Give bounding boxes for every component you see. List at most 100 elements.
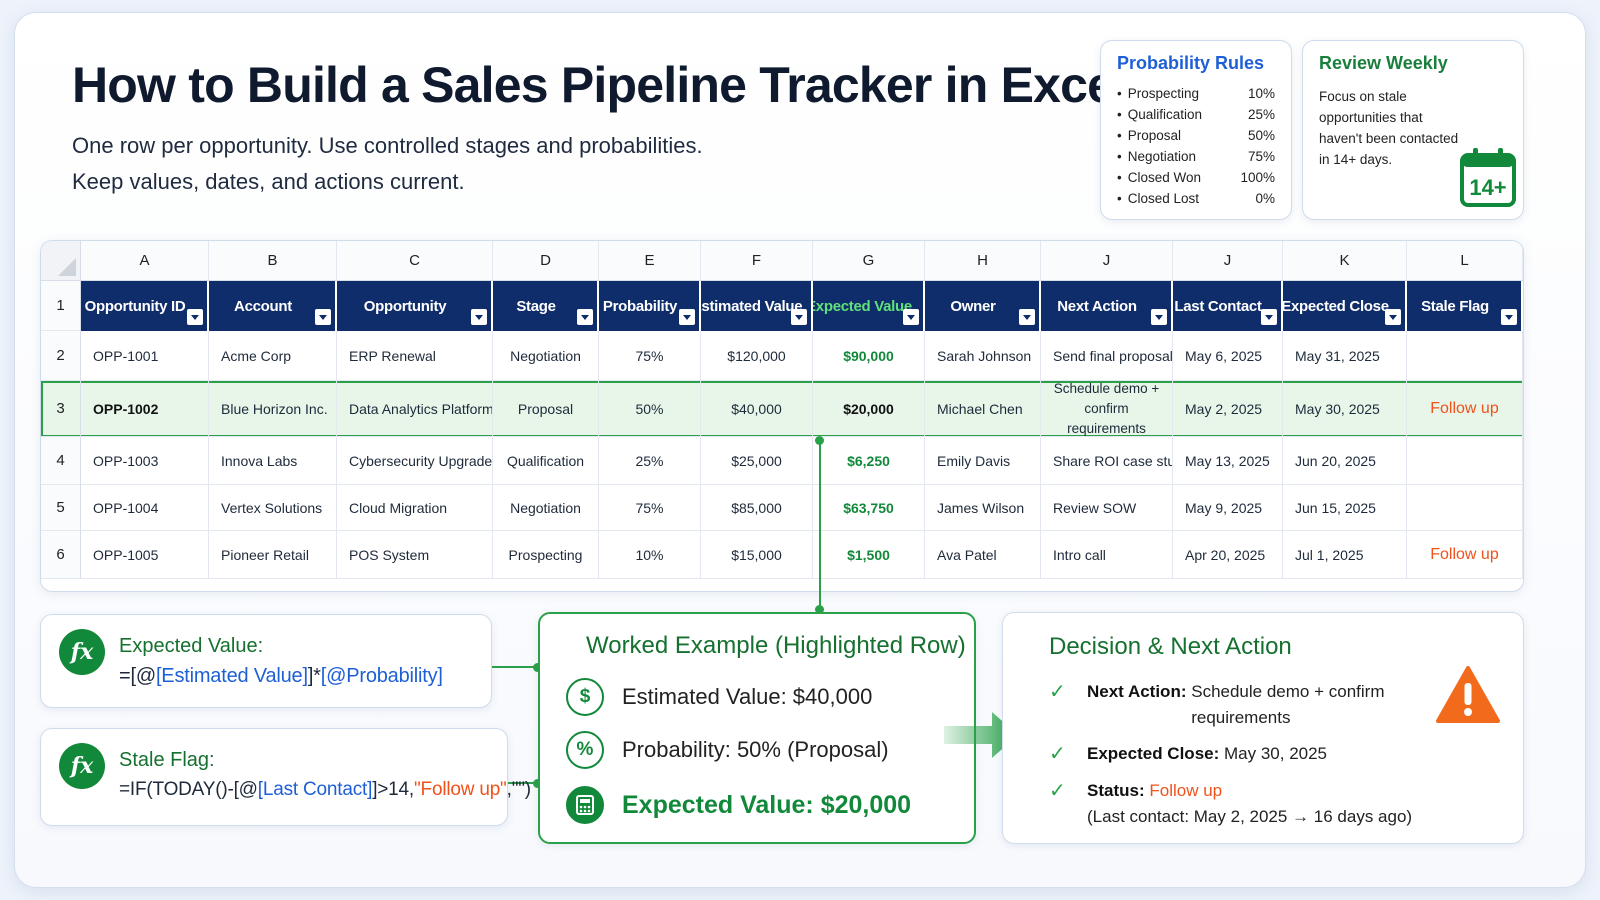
cell-stage[interactable]: Negotiation [493,485,599,531]
decision-status: ✓ Status: Follow up (Last contact: May 2,… [1049,780,1413,826]
cell-last-contact[interactable]: May 13, 2025 [1173,437,1283,485]
cell-expected-close[interactable]: May 30, 2025 [1283,381,1407,437]
column-letter[interactable]: G [813,241,925,281]
cell-expected-value[interactable]: $63,750 [813,485,925,531]
cell-opportunity-id[interactable]: OPP-1001 [81,331,209,381]
cell-estimated-value[interactable]: $25,000 [701,437,813,485]
header-expected-close: Expected Close [1283,281,1407,331]
cell-estimated-value[interactable]: $15,000 [701,531,813,579]
cell-opportunity[interactable]: Cloud Migration [337,485,493,531]
cell-probability[interactable]: 25% [599,437,701,485]
check-icon: ✓ [1049,681,1066,703]
row-number[interactable]: 6 [41,531,81,579]
cell-account[interactable]: Vertex Solutions [209,485,337,531]
filter-dropdown-icon[interactable] [1501,309,1517,325]
cell-owner[interactable]: Ava Patel [925,531,1041,579]
cell-account[interactable]: Pioneer Retail [209,531,337,579]
cell-owner[interactable]: Sarah Johnson [925,331,1041,381]
column-letter[interactable]: J [1173,241,1283,281]
cell-expected-close[interactable]: Jun 15, 2025 [1283,485,1407,531]
cell-opportunity-id[interactable]: OPP-1003 [81,437,209,485]
cell-expected-close[interactable]: Jun 20, 2025 [1283,437,1407,485]
filter-dropdown-icon[interactable] [1019,309,1035,325]
cell-stage[interactable]: Qualification [493,437,599,485]
cell-next-action[interactable]: Review SOW [1041,485,1173,531]
cell-owner[interactable]: Emily Davis [925,437,1041,485]
row-number[interactable]: 1 [41,281,81,331]
column-letter[interactable]: F [701,241,813,281]
calendar-icon-label: 14+ [1469,175,1506,200]
column-letter[interactable]: A [81,241,209,281]
check-icon: ✓ [1049,780,1066,802]
cell-last-contact[interactable]: Apr 20, 2025 [1173,531,1283,579]
select-all-corner[interactable] [41,241,81,281]
filter-dropdown-icon[interactable] [903,309,919,325]
cell-stale-flag[interactable] [1407,485,1523,531]
filter-dropdown-icon[interactable] [679,309,695,325]
column-letter[interactable]: C [337,241,493,281]
cell-opportunity[interactable]: Cybersecurity Upgrade [337,437,493,485]
cell-probability[interactable]: 75% [599,331,701,381]
cell-account[interactable]: Acme Corp [209,331,337,381]
cell-stage[interactable]: Negotiation [493,331,599,381]
filter-dropdown-icon[interactable] [315,309,331,325]
cell-last-contact[interactable]: May 9, 2025 [1173,485,1283,531]
cell-expected-value[interactable]: $1,500 [813,531,925,579]
column-letter[interactable]: E [599,241,701,281]
cell-stage[interactable]: Prospecting [493,531,599,579]
filter-dropdown-icon[interactable] [577,309,593,325]
cell-account[interactable]: Blue Horizon Inc. [209,381,337,437]
cell-expected-value[interactable]: $6,250 [813,437,925,485]
cell-stale-flag[interactable]: Follow up [1407,381,1523,437]
cell-stage[interactable]: Proposal [493,381,599,437]
cell-stale-flag[interactable] [1407,437,1523,485]
column-letter[interactable]: H [925,241,1041,281]
column-letter[interactable]: B [209,241,337,281]
probability-rules-title: Probability Rules [1117,53,1265,73]
cell-opportunity-id[interactable]: OPP-1005 [81,531,209,579]
cell-next-action[interactable]: Intro call [1041,531,1173,579]
filter-dropdown-icon[interactable] [1261,309,1277,325]
filter-dropdown-icon[interactable] [791,309,807,325]
cell-owner[interactable]: James Wilson [925,485,1041,531]
cell-probability[interactable]: 10% [599,531,701,579]
cell-next-action[interactable]: Share ROI case study [1041,437,1173,485]
cell-next-action[interactable]: Schedule demo + confirm requirements [1041,381,1173,437]
cell-estimated-value[interactable]: $120,000 [701,331,813,381]
stale-flag-formula: =IF(TODAY()-[@[Last Contact]]>14,"Follow… [119,779,531,800]
column-letter[interactable]: L [1407,241,1523,281]
cell-opportunity[interactable]: POS System [337,531,493,579]
filter-dropdown-icon[interactable] [1385,309,1401,325]
row-number[interactable]: 4 [41,437,81,485]
row-number[interactable]: 5 [41,485,81,531]
cell-opportunity-id[interactable]: OPP-1004 [81,485,209,531]
cell-probability[interactable]: 75% [599,485,701,531]
cell-last-contact[interactable]: May 6, 2025 [1173,331,1283,381]
cell-account[interactable]: Innova Labs [209,437,337,485]
row-number[interactable]: 3 [41,381,81,437]
cell-stale-flag[interactable]: Follow up [1407,531,1523,579]
cell-estimated-value[interactable]: $40,000 [701,381,813,437]
column-letter[interactable]: D [493,241,599,281]
cell-stale-flag[interactable] [1407,331,1523,381]
row-number[interactable]: 2 [41,331,81,381]
cell-expected-close[interactable]: Jul 1, 2025 [1283,531,1407,579]
cell-opportunity-id[interactable]: OPP-1002 [81,381,209,437]
cell-expected-value[interactable]: $90,000 [813,331,925,381]
cell-probability[interactable]: 50% [599,381,701,437]
arrow-right-icon [944,712,1018,758]
cell-opportunity[interactable]: ERP Renewal [337,331,493,381]
cell-estimated-value[interactable]: $85,000 [701,485,813,531]
column-letter[interactable]: K [1283,241,1407,281]
cell-last-contact[interactable]: May 2, 2025 [1173,381,1283,437]
cell-expected-close[interactable]: May 31, 2025 [1283,331,1407,381]
cell-opportunity[interactable]: Data Analytics Platform [337,381,493,437]
filter-dropdown-icon[interactable] [471,309,487,325]
filter-dropdown-icon[interactable] [187,309,203,325]
column-letter[interactable]: J [1041,241,1173,281]
cell-owner[interactable]: Michael Chen [925,381,1041,437]
cell-next-action[interactable]: Send final proposal [1041,331,1173,381]
filter-dropdown-icon[interactable] [1151,309,1167,325]
cell-expected-value[interactable]: $20,000 [813,381,925,437]
